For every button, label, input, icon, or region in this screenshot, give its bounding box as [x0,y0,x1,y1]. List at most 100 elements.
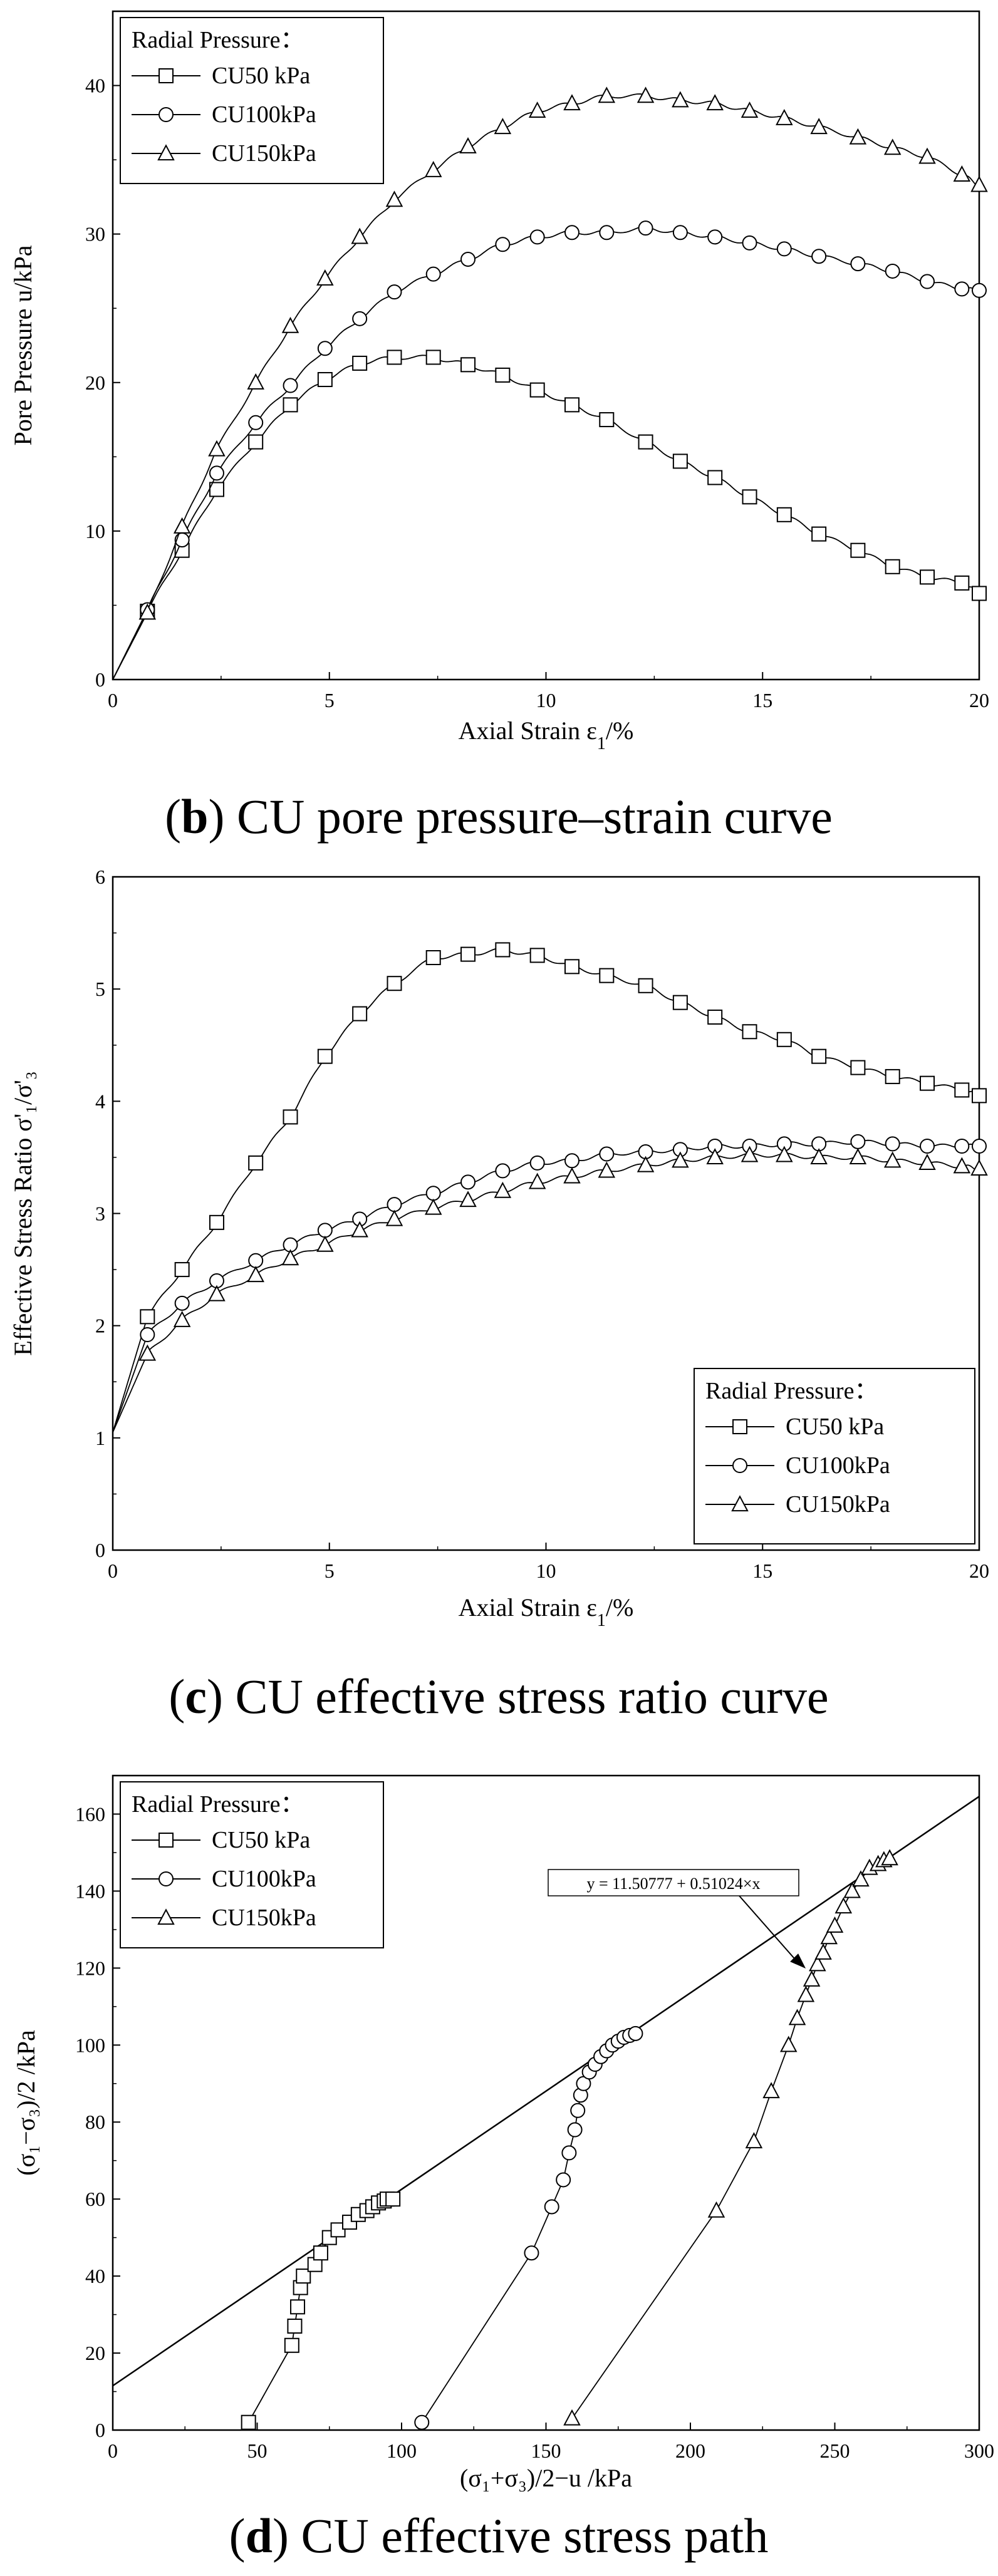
data-point [385,190,403,207]
data-point [316,269,334,286]
x-axis-label: (σ₁+σ₃)/2−u /kPa [460,2464,632,2492]
data-point [920,1075,935,1091]
data-point [330,2222,346,2238]
legend-entry-label: CU150kPa [786,1491,890,1518]
series-triangle [563,1849,898,2426]
data-point [529,948,545,963]
data-point [849,1148,867,1165]
x-tick-label: 20 [969,1560,989,1582]
caption-paren-close: ) [207,1669,223,1724]
y-tick-label: 20 [85,2342,105,2364]
data-point [672,225,688,241]
data-point [208,1285,226,1301]
legend-entry-label: CU100kPa [212,1866,316,1892]
x-tick-label: 0 [108,1560,118,1582]
y-tick-label: 40 [85,2265,105,2287]
legend: Radial Pressure： CU50 kPa CU100kPa CU150kPa [120,17,384,184]
series-line [112,93,980,680]
data-point [599,225,615,241]
data-point [762,2082,780,2099]
data-point [776,1146,793,1162]
data-point [459,137,477,153]
data-point [529,1155,545,1171]
data-point [776,108,793,125]
legend-entry-label: CU150kPa [212,1905,316,1931]
data-point [920,274,935,289]
data-point [138,1344,157,1361]
caption-paren-close: ) [273,2508,289,2563]
y-tick-label: 160 [75,1803,105,1825]
chart-panel-d: 0 50 100 150 200 250 300 0 20 40 60 80 100 120 140 160 (… [12,1774,994,2563]
data-point [387,976,402,991]
data-point [637,1156,655,1172]
data-point [814,1943,832,1960]
legend-marker [157,144,175,161]
data-point [883,138,902,155]
legend-marker [159,1871,174,1886]
y-tick-label: 100 [75,2034,105,2056]
data-point [494,118,512,135]
data-point [248,415,264,430]
x-axis-label: Axial Strain ε1/% [459,1593,634,1630]
data-point [352,355,368,371]
data-point [414,2414,430,2430]
y-tick-label: 20 [85,371,105,394]
panel-caption: (b) CU pore pressure–strain curve [165,789,833,844]
data-point [638,978,653,993]
x-axis-label-suffix: /% [606,716,633,745]
y-tick-label: 0 [95,2419,105,2441]
fit-label-box [548,1869,799,1896]
data-point [561,2145,577,2161]
legend-marker [732,1419,747,1434]
x-tick-label: 200 [675,2439,705,2462]
data-point [811,526,827,542]
x-tick-label: 50 [247,2439,268,2462]
data-point [742,1024,757,1040]
data-point [425,950,441,965]
data-point [850,256,866,272]
legend-title: Radial Pressure： [132,27,304,53]
x-axis-label-suffix: /% [606,1593,633,1622]
data-point [495,237,511,252]
data-point [528,1172,546,1189]
x-tick-label: 150 [531,2439,561,2462]
data-point [494,1181,512,1198]
data-point [707,470,723,485]
series-triangle [112,86,988,680]
legend-title: Radial Pressure： [705,1378,878,1404]
data-point [742,235,757,251]
data-point [972,282,987,298]
data-point [247,373,264,390]
data-point [174,1295,190,1311]
data-point [970,175,988,192]
data-point [528,101,546,118]
panel-caption: (c) CU effective stress ratio curve [169,1669,828,1724]
data-point [529,382,545,398]
data-point [248,1253,264,1268]
x-tick-label: 0 [108,2439,118,2462]
data-point [953,165,971,182]
data-point [885,263,900,279]
data-point [918,1154,936,1170]
data-point [803,1970,821,1987]
data-point [387,1197,402,1213]
caption-letter: b [181,789,208,844]
data-point [776,241,792,257]
series-line [112,225,980,680]
data-point [834,1897,853,1914]
caption-paren-open: ( [165,789,181,844]
data-point [850,1134,866,1149]
data-point [810,1148,828,1165]
data-point [826,1916,844,1933]
legend-title: Radial Pressure： [132,1791,304,1818]
data-point [317,341,333,356]
legend-marker [732,1458,747,1473]
data-point [352,1006,368,1022]
data-point [460,251,476,267]
x-tick-label: 0 [108,689,118,711]
y-tick-label: 5 [95,978,105,1000]
data-point [317,372,333,388]
caption-text: CU effective stress ratio curve [223,1669,829,1724]
legend-entry-label: CU50 kPa [212,1827,310,1853]
